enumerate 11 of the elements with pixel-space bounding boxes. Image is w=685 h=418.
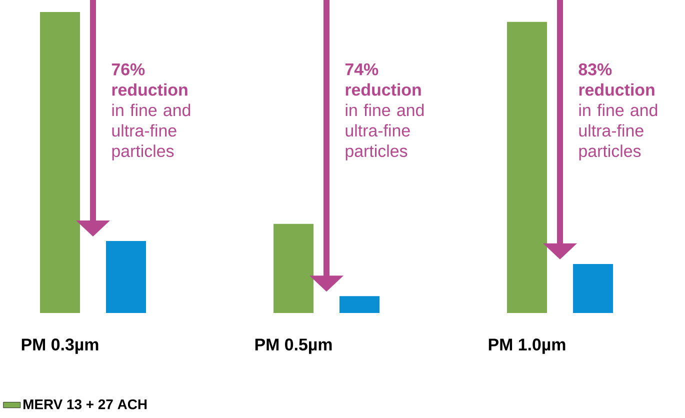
annotation: 76% reduction in fine and ultra-fine particles xyxy=(112,63,190,160)
x-tick-label: PM 1.0µm xyxy=(488,338,566,354)
annotation: 74% reduction in fine and ultra-fine particles xyxy=(345,63,424,160)
legend-label: MERV 13 + 27 ACH xyxy=(24,399,147,410)
bar xyxy=(340,296,380,313)
bar xyxy=(274,224,314,313)
annotation: 83% reduction in fine and ultra-fine particles xyxy=(578,63,658,160)
bar xyxy=(106,241,146,313)
x-tick-label: PM 0.3µm xyxy=(22,338,98,354)
bar xyxy=(573,264,614,313)
x-tick-label: PM 0.5µm xyxy=(255,338,332,354)
